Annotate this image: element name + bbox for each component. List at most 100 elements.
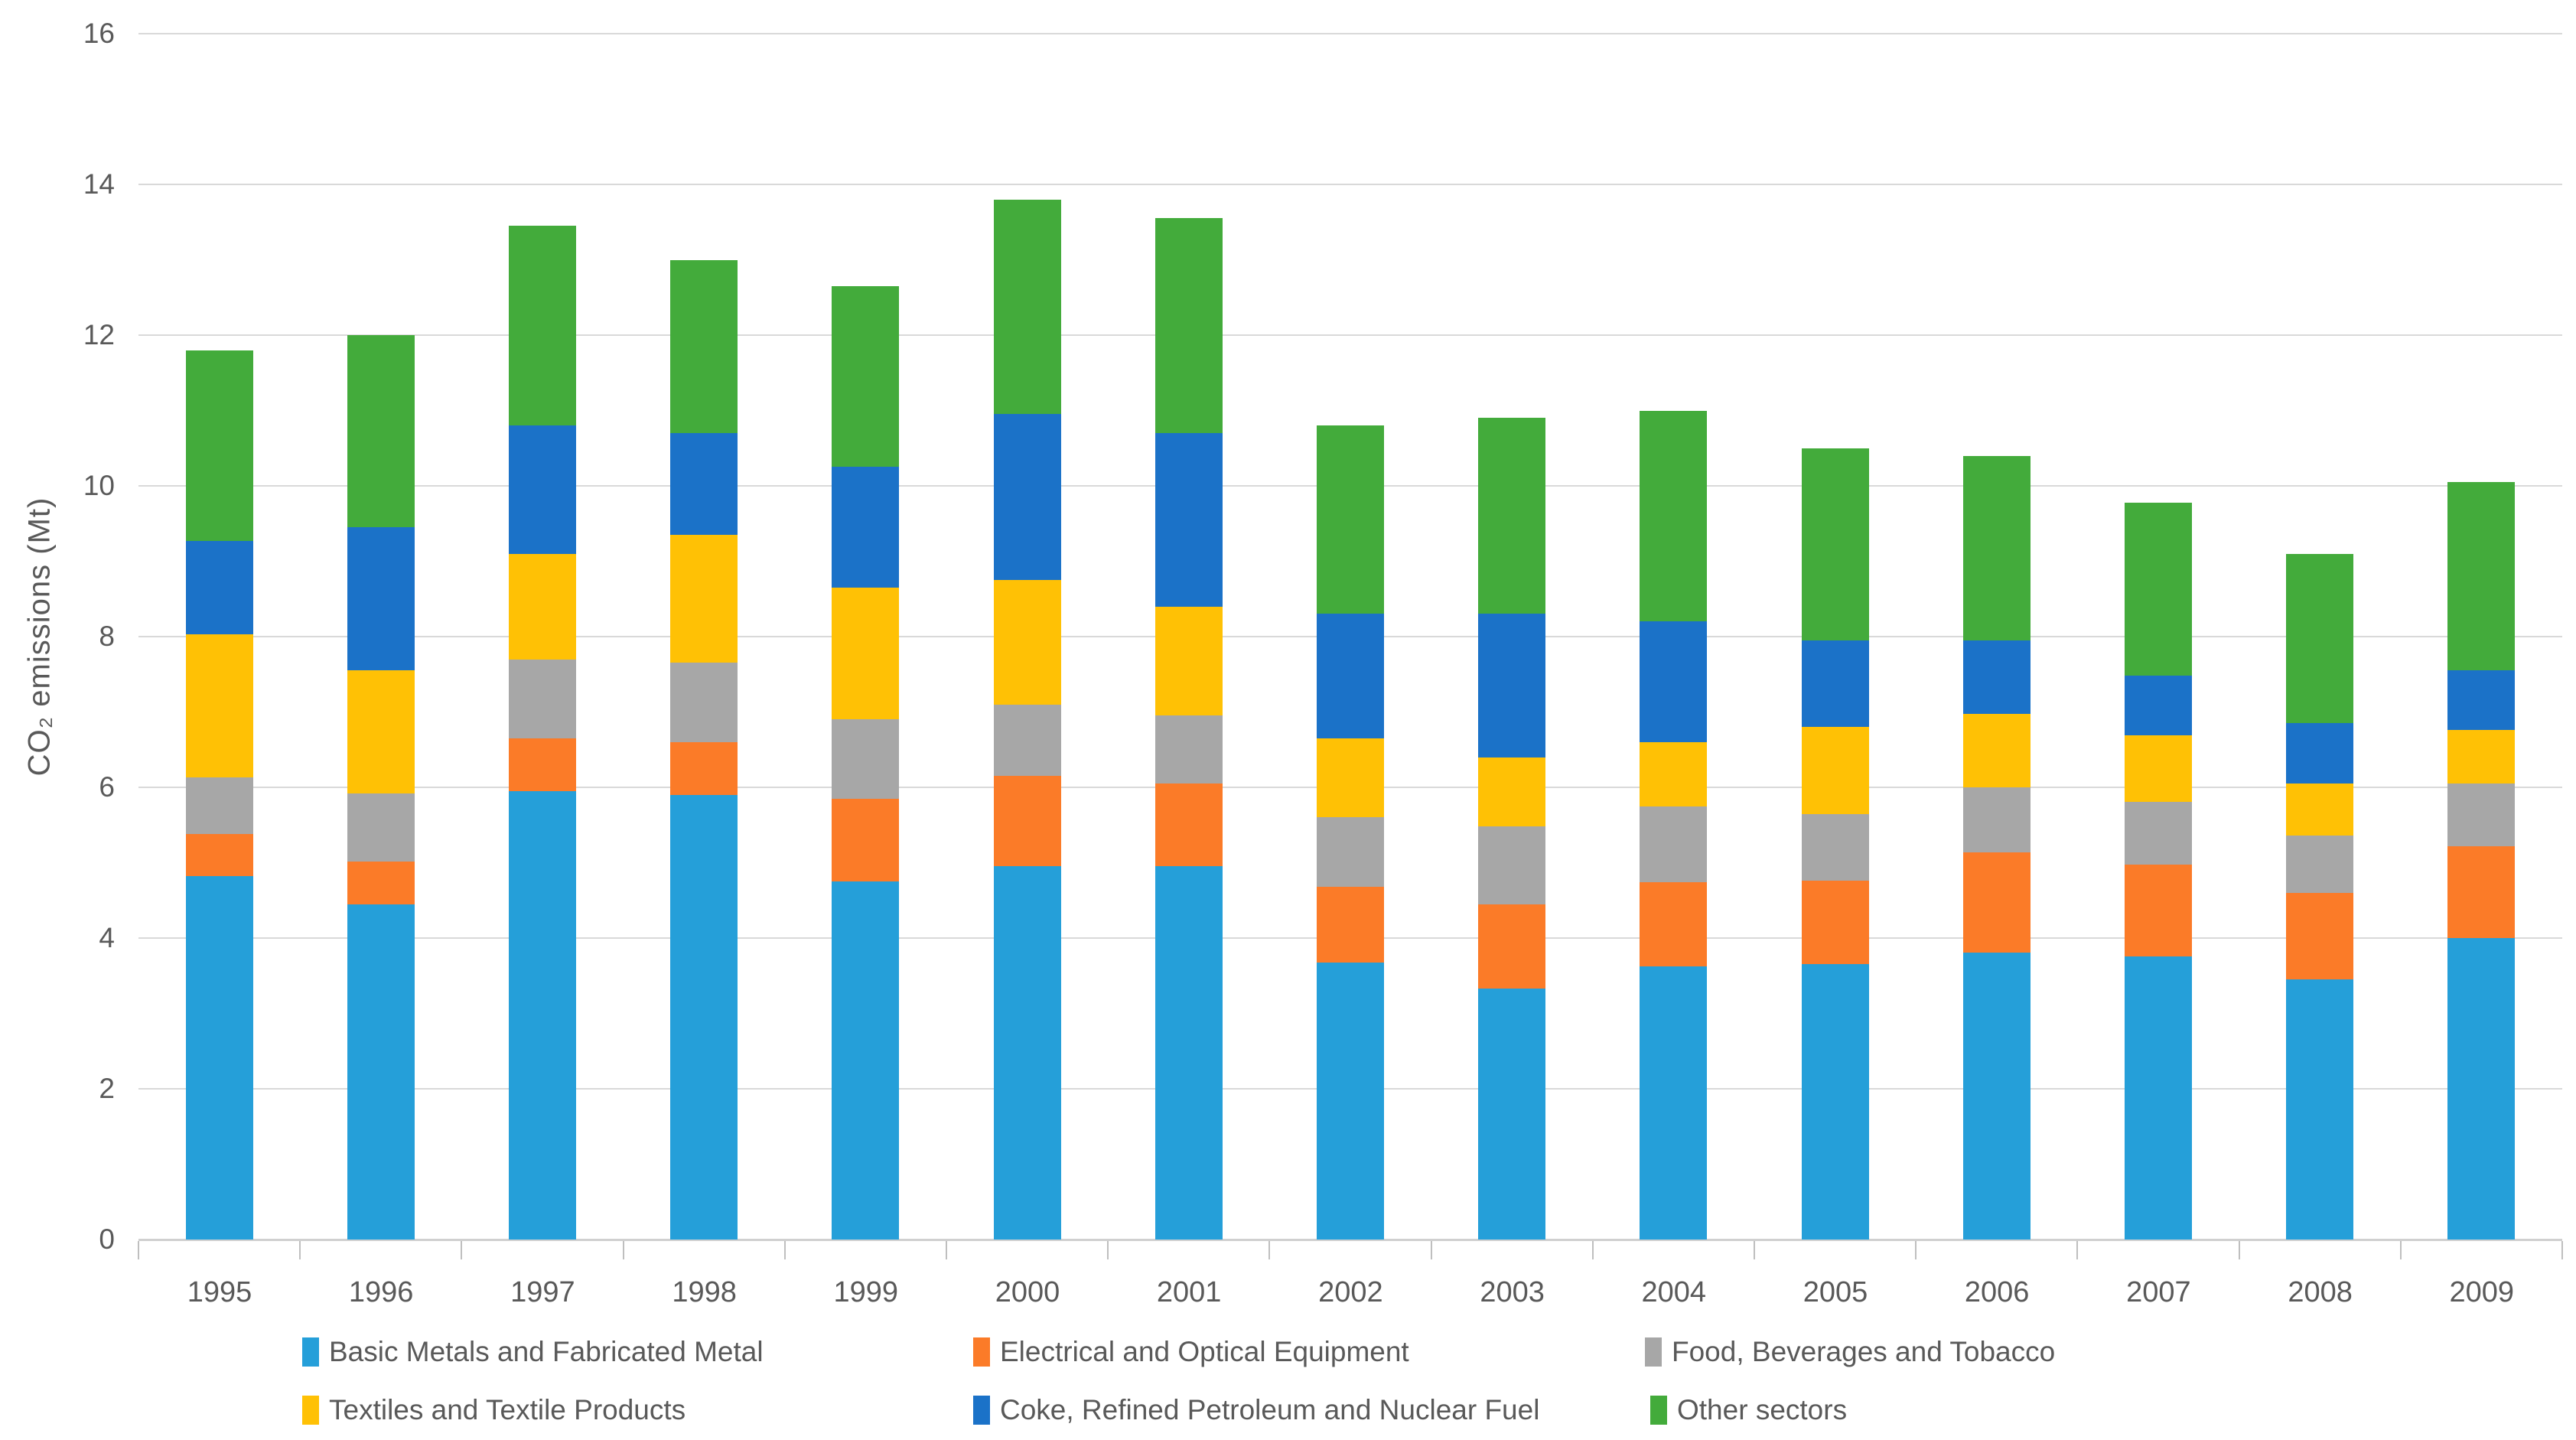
x-tick-label-2007: 2007 <box>2126 1276 2191 1308</box>
y-tick-label-10: 10 <box>83 470 115 501</box>
bar-segment-1997-coke-refined-petroleum-and-nuclear-fuel <box>509 425 576 554</box>
bar-segment-2000-other-sectors <box>993 199 1061 415</box>
legend-label: Coke, Refined Petroleum and Nuclear Fuel <box>1000 1394 1540 1425</box>
bar-segment-2001-electrical-and-optical-equipment <box>1154 784 1223 867</box>
bar-segment-1998-coke-refined-petroleum-and-nuclear-fuel <box>670 433 738 536</box>
bar-segment-1996-coke-refined-petroleum-and-nuclear-fuel <box>347 527 415 671</box>
bar-segment-2000-food-beverages-and-tobacco <box>993 704 1061 777</box>
bar-segment-1999-other-sectors <box>832 285 900 468</box>
bar-segment-2007-textiles-and-textile-products <box>2125 735 2192 802</box>
legend-label: Electrical and Optical Equipment <box>1000 1336 1409 1367</box>
bar-segment-2007-food-beverages-and-tobacco <box>2125 801 2192 865</box>
bar-segment-2005-other-sectors <box>1801 448 1869 640</box>
x-tick-label-2008: 2008 <box>2288 1276 2353 1308</box>
bar-segment-1995-other-sectors <box>185 350 253 541</box>
bar-segment-2005-basic-metals-and-fabricated-metal <box>1801 964 1869 1240</box>
bar-segment-2006-electrical-and-optical-equipment <box>1962 852 2031 953</box>
bar-segment-2002-textiles-and-textile-products <box>1317 738 1384 818</box>
bar-segment-2006-textiles-and-textile-products <box>1962 714 2031 787</box>
x-tick-label-1996: 1996 <box>348 1276 414 1308</box>
gridline-y-16 <box>138 33 2562 34</box>
bar-segment-1997-food-beverages-and-tobacco <box>509 659 576 738</box>
x-tick-label-2001: 2001 <box>1156 1276 1222 1308</box>
x-tick-label-2002: 2002 <box>1318 1276 1383 1308</box>
x-axis-tick-mark <box>946 1241 947 1259</box>
x-axis-tick-mark <box>622 1241 624 1259</box>
x-tick-label-1995: 1995 <box>187 1276 252 1308</box>
bar-segment-2007-electrical-and-optical-equipment <box>2125 865 2192 956</box>
bar-segment-2002-other-sectors <box>1317 425 1384 614</box>
bar-segment-2004-food-beverages-and-tobacco <box>1640 806 1708 883</box>
bar-segment-2002-basic-metals-and-fabricated-metal <box>1317 962 1384 1240</box>
bar-segment-1996-textiles-and-textile-products <box>347 670 415 793</box>
legend-item-other-sectors: Other sectors <box>1650 1394 1847 1426</box>
x-axis-tick-mark <box>1107 1241 1109 1259</box>
bar-segment-2003-other-sectors <box>1478 418 1546 614</box>
x-tick-label-2006: 2006 <box>1964 1276 2030 1308</box>
y-tick-label-8: 8 <box>99 621 115 652</box>
x-axis-tick-mark <box>783 1241 786 1259</box>
x-axis-tick-mark <box>138 1241 139 1259</box>
plot-area <box>138 33 2562 1241</box>
bar-segment-1995-food-beverages-and-tobacco <box>185 777 253 835</box>
bar-segment-2009-coke-refined-petroleum-and-nuclear-fuel <box>2447 670 2516 731</box>
x-tick-label-1998: 1998 <box>672 1276 737 1308</box>
y-tick-label-0: 0 <box>99 1223 115 1255</box>
bar-segment-1999-textiles-and-textile-products <box>832 587 900 720</box>
bar-segment-1997-basic-metals-and-fabricated-metal <box>509 790 576 1240</box>
bar-segment-2009-textiles-and-textile-products <box>2447 730 2516 784</box>
bar-segment-2005-textiles-and-textile-products <box>1801 727 1869 815</box>
legend-item-electrical-and-optical-equipment: Electrical and Optical Equipment <box>973 1336 1409 1368</box>
bar-segment-2000-basic-metals-and-fabricated-metal <box>993 866 1061 1240</box>
bar-segment-2004-basic-metals-and-fabricated-metal <box>1640 966 1708 1240</box>
bar-segment-1997-electrical-and-optical-equipment <box>509 738 576 791</box>
bar-segment-2006-other-sectors <box>1962 455 2031 640</box>
bar-segment-1996-other-sectors <box>347 335 415 528</box>
bar-segment-2005-coke-refined-petroleum-and-nuclear-fuel <box>1801 640 1869 728</box>
bar-segment-1996-food-beverages-and-tobacco <box>347 793 415 862</box>
bar-segment-1999-food-beverages-and-tobacco <box>832 719 900 799</box>
x-axis-tick-mark <box>1915 1241 1917 1259</box>
legend-swatch <box>1645 1337 1662 1367</box>
bar-segment-2003-textiles-and-textile-products <box>1478 757 1546 827</box>
bar-segment-2008-electrical-and-optical-equipment <box>2286 892 2354 980</box>
legend-swatch <box>302 1337 319 1367</box>
gridline-y-12 <box>138 334 2562 336</box>
bar-segment-2004-other-sectors <box>1640 410 1708 622</box>
x-tick-label-1999: 1999 <box>833 1276 899 1308</box>
bar-segment-2008-basic-metals-and-fabricated-metal <box>2286 979 2354 1240</box>
bar-segment-2007-other-sectors <box>2125 502 2192 676</box>
y-tick-label-12: 12 <box>83 319 115 350</box>
bar-segment-2001-coke-refined-petroleum-and-nuclear-fuel <box>1154 433 1223 607</box>
bar-segment-2001-food-beverages-and-tobacco <box>1154 715 1223 784</box>
bar-segment-1997-textiles-and-textile-products <box>509 553 576 660</box>
bar-segment-2009-electrical-and-optical-equipment <box>2447 845 2516 938</box>
bar-segment-1995-textiles-and-textile-products <box>185 634 253 778</box>
legend-label: Food, Beverages and Tobacco <box>1672 1336 2056 1367</box>
legend-item-textiles-and-textile-products: Textiles and Textile Products <box>302 1394 686 1426</box>
bar-segment-2005-food-beverages-and-tobacco <box>1801 814 1869 881</box>
bar-segment-2003-electrical-and-optical-equipment <box>1478 904 1546 989</box>
bar-segment-2004-textiles-and-textile-products <box>1640 741 1708 806</box>
legend-swatch <box>302 1396 319 1425</box>
bar-segment-2004-coke-refined-petroleum-and-nuclear-fuel <box>1640 621 1708 742</box>
bar-segment-2008-coke-refined-petroleum-and-nuclear-fuel <box>2286 723 2354 784</box>
bar-segment-2008-textiles-and-textile-products <box>2286 784 2354 836</box>
x-tick-label-1997: 1997 <box>510 1276 575 1308</box>
bar-segment-1999-coke-refined-petroleum-and-nuclear-fuel <box>832 467 900 588</box>
x-axis-tick-mark <box>2076 1241 2079 1259</box>
x-axis-tick-mark <box>1591 1241 1594 1259</box>
bar-segment-2005-electrical-and-optical-equipment <box>1801 881 1869 965</box>
bar-segment-2001-basic-metals-and-fabricated-metal <box>1154 866 1223 1240</box>
y-tick-label-14: 14 <box>83 168 115 200</box>
bar-segment-2006-food-beverages-and-tobacco <box>1962 787 2031 852</box>
bar-segment-1998-electrical-and-optical-equipment <box>670 741 738 795</box>
bar-segment-2009-basic-metals-and-fabricated-metal <box>2447 938 2516 1240</box>
bar-segment-2000-textiles-and-textile-products <box>993 580 1061 705</box>
bar-segment-2000-coke-refined-petroleum-and-nuclear-fuel <box>993 414 1061 581</box>
bar-segment-2002-electrical-and-optical-equipment <box>1317 887 1384 963</box>
legend-swatch <box>973 1337 990 1367</box>
x-tick-label-2004: 2004 <box>1641 1276 1707 1308</box>
y-tick-label-4: 4 <box>99 922 115 953</box>
